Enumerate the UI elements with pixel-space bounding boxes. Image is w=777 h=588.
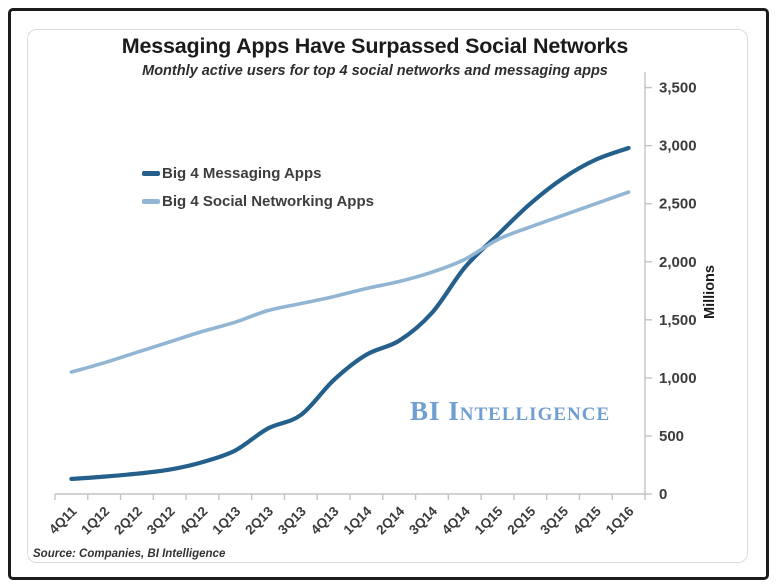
x-tick-label: 3Q13 [275,503,309,537]
chart-subtitle: Monthly active users for top 4 social ne… [142,63,608,79]
y-tick-label: 2,000 [659,254,697,271]
x-tick-label: 3Q14 [406,503,440,537]
y-tick-label: 1,500 [659,312,697,329]
series-line-1 [69,190,631,374]
legend-label-social: Big 4 Social Networking Apps [162,193,374,210]
x-tick-label: 4Q11 [46,503,80,537]
x-tick-label: 4Q13 [308,503,342,537]
x-tick-label: 2Q13 [242,503,276,537]
x-tick-label: 2Q14 [373,503,407,537]
legend: Big 4 Messaging Apps Big 4 Social Networ… [142,165,374,210]
y-tick-label: 3,500 [659,80,697,97]
x-tick-label: 2Q15 [504,503,538,537]
source-note: Source: Companies, BI Intelligence [33,548,226,560]
legend-item-messaging: Big 4 Messaging Apps [142,165,374,182]
legend-marker-messaging-icon [142,171,160,176]
x-tick-label: 3Q12 [144,504,178,538]
y-tick-label: 500 [659,428,684,445]
x-tick-label: 1Q14 [341,503,375,537]
bi-intelligence-watermark: BI Intelligence [410,396,611,426]
x-tick-label: 1Q16 [603,503,637,537]
y-tick-label: 0 [659,486,667,503]
y-tick-label: 2,500 [659,196,697,213]
x-tick-label: 4Q12 [177,504,211,538]
x-tick-label: 4Q14 [439,503,473,537]
y-axis-title: Millions [702,265,718,319]
series-line-0 [69,145,631,482]
x-tick-label: 1Q12 [78,504,112,538]
x-tick-label: 1Q15 [472,503,506,537]
y-tick-label: 1,000 [659,370,697,387]
legend-item-social: Big 4 Social Networking Apps [142,193,374,210]
legend-label-messaging: Big 4 Messaging Apps [162,165,322,182]
x-tick-label: 3Q15 [537,503,571,537]
chart-title: Messaging Apps Have Surpassed Social Net… [121,34,629,58]
x-tick-label: 1Q13 [209,503,243,537]
legend-marker-social-icon [142,199,160,204]
y-tick-label: 3,000 [659,138,697,155]
x-tick-label: 4Q15 [570,503,604,537]
x-tick-label: 2Q12 [111,504,145,538]
